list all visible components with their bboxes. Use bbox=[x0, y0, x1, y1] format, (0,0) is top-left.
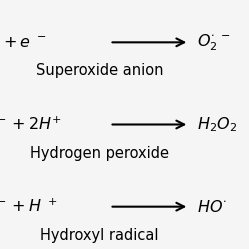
Text: $e^{\ -} + 2H^{+}$: $e^{\ -} + 2H^{+}$ bbox=[0, 116, 62, 133]
Text: Hydrogen peroxide: Hydrogen peroxide bbox=[30, 146, 169, 161]
Text: $H_2O_2$: $H_2O_2$ bbox=[197, 115, 237, 134]
Text: $HO^{\cdot}$: $HO^{\cdot}$ bbox=[197, 199, 227, 215]
Text: $O_2^{\cdot\ -}$: $O_2^{\cdot\ -}$ bbox=[197, 32, 230, 53]
Text: Superoxide anion: Superoxide anion bbox=[36, 63, 163, 78]
Text: $O_2 + e^{\ -}$: $O_2 + e^{\ -}$ bbox=[0, 33, 46, 52]
Text: Hydroxyl radical: Hydroxyl radical bbox=[40, 228, 159, 243]
Text: $e^{\ -} + H^{\ +}$: $e^{\ -} + H^{\ +}$ bbox=[0, 198, 57, 215]
